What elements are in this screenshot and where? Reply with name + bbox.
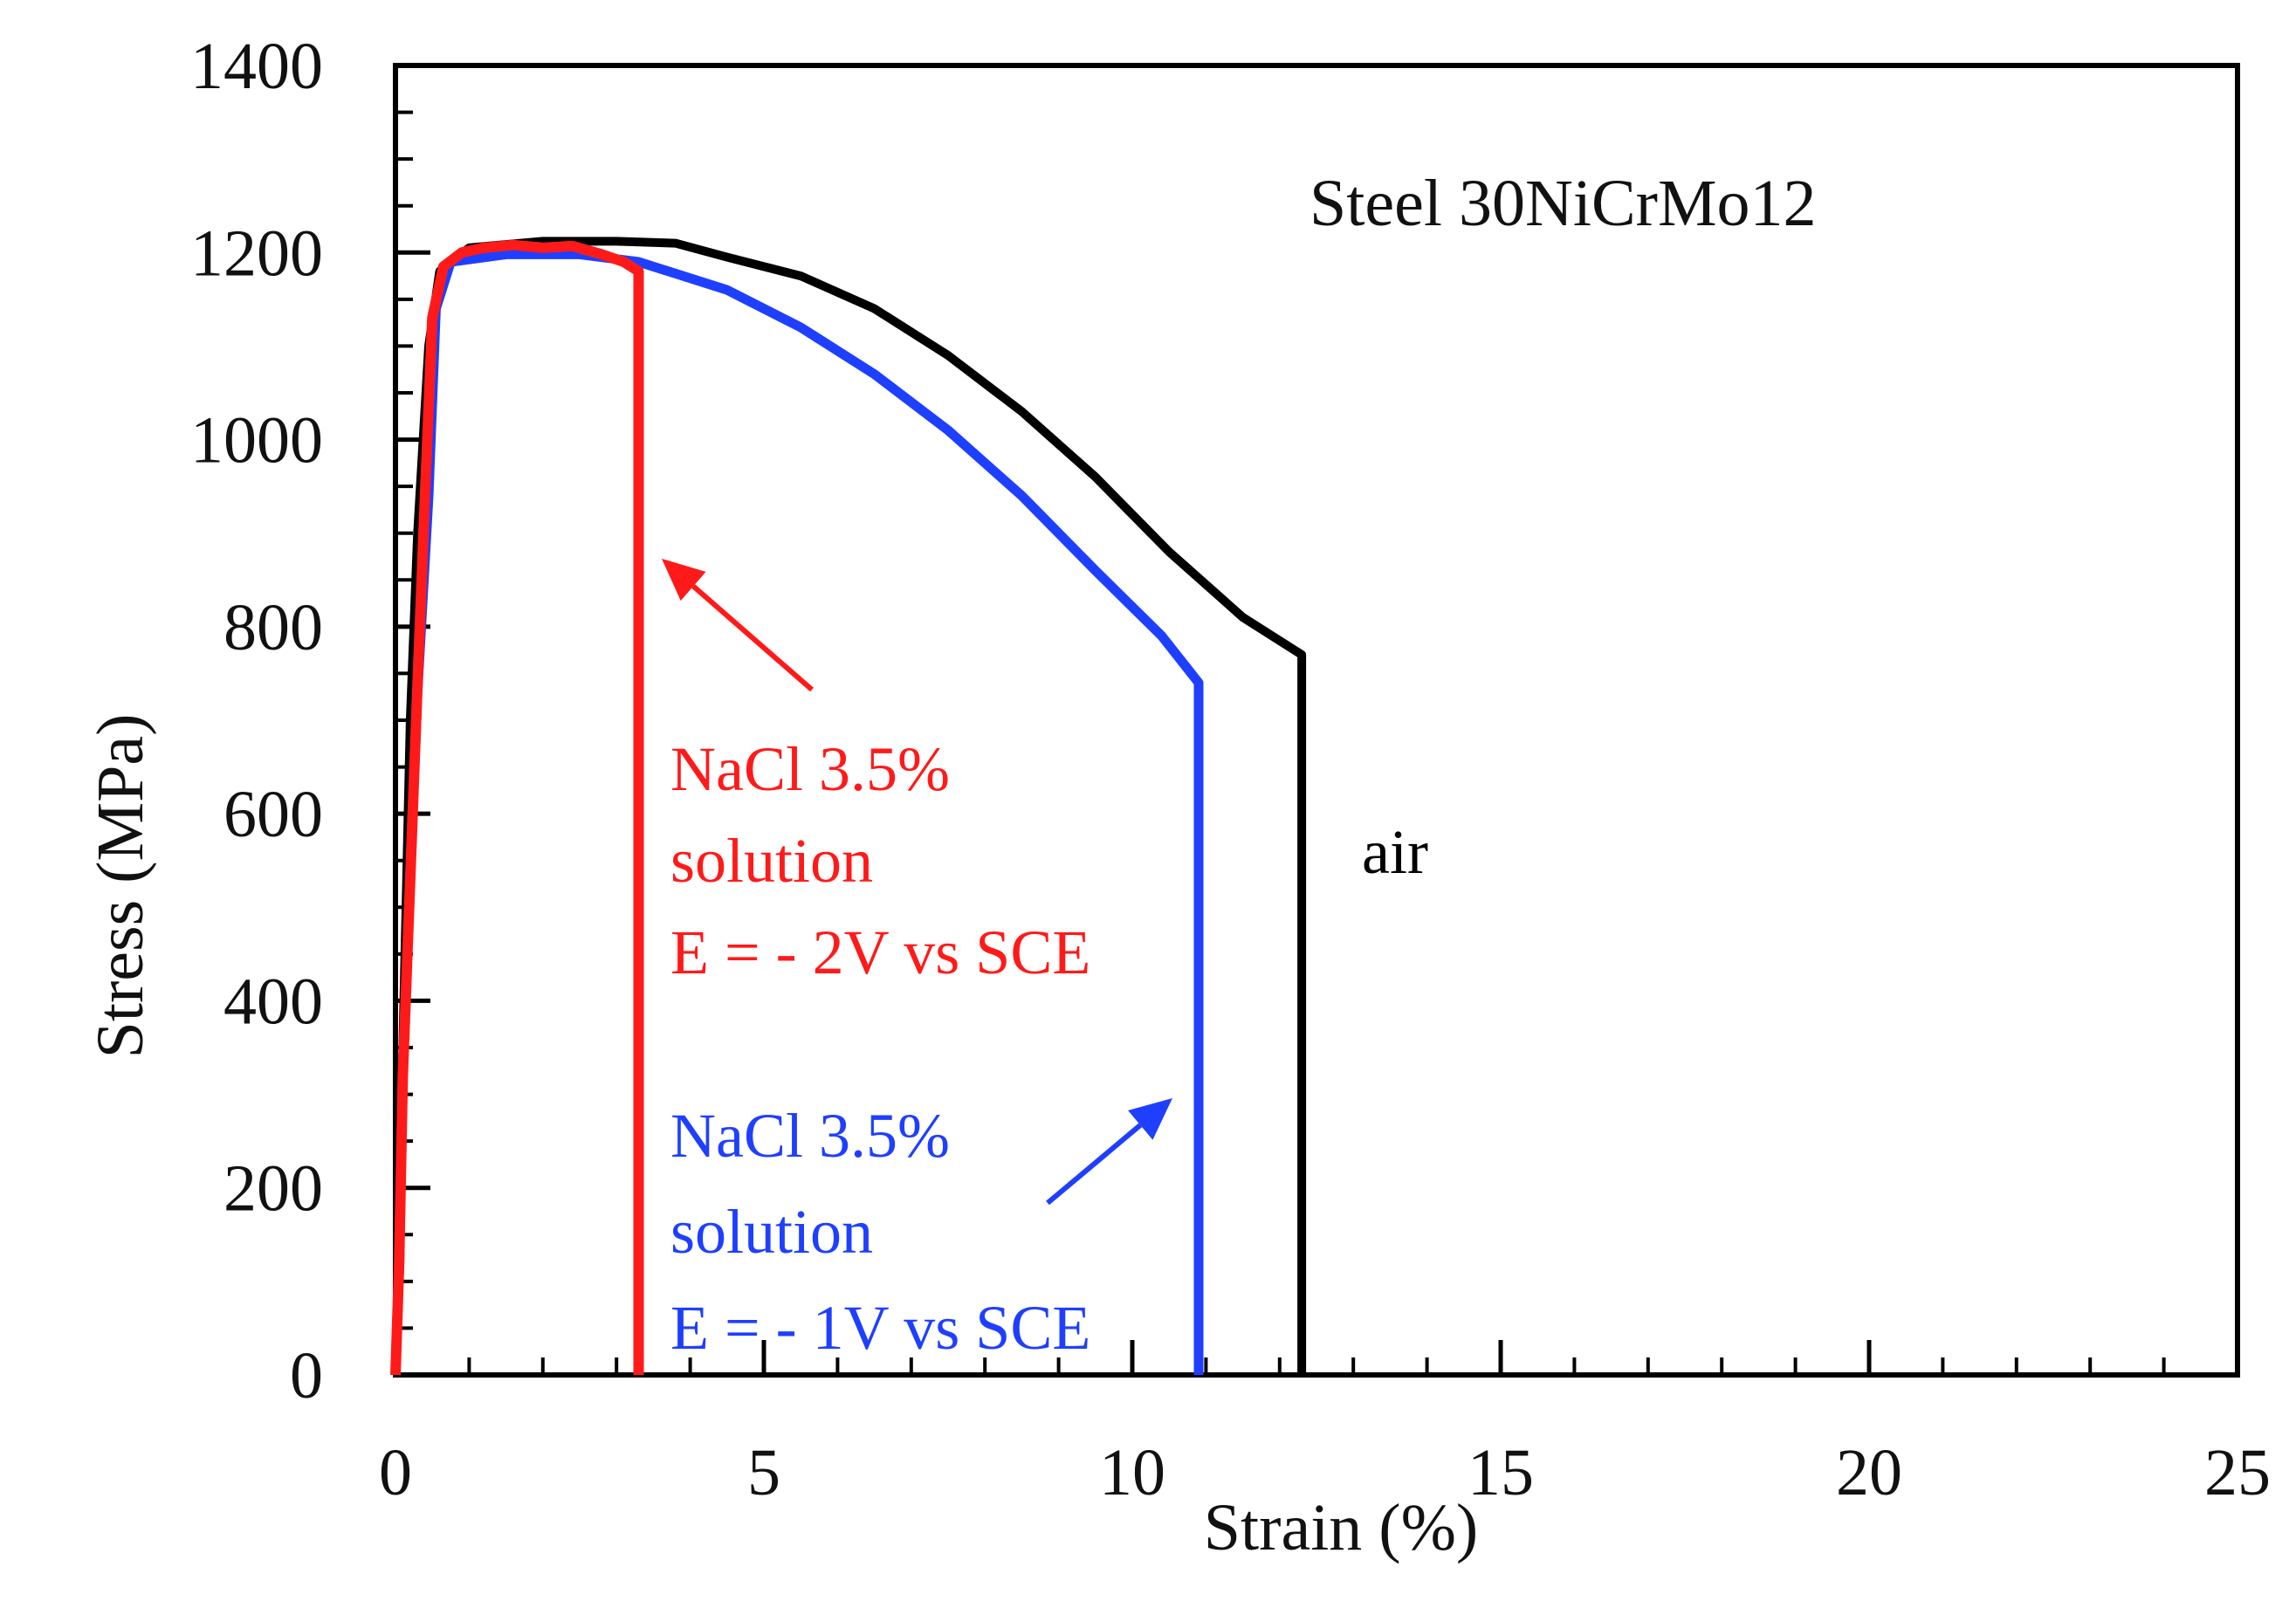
y-tick-label: 800 xyxy=(223,591,323,664)
x-tick-label: 5 xyxy=(747,1436,780,1509)
annotation-arrows xyxy=(662,559,1172,1206)
x-axis-label: Strain (%) xyxy=(1204,1491,1478,1564)
x-tick-label: 0 xyxy=(379,1436,412,1509)
axis-tick-labels: 0 5 10 15 20 25 0 200 400 600 800 1000 1200 1400 xyxy=(190,30,2271,1509)
blue-label-line-2: solution xyxy=(670,1197,873,1267)
y-tick-label: 0 xyxy=(290,1339,323,1412)
air-series-label: air xyxy=(1362,817,1428,887)
y-axis-label: Stress (MPa) xyxy=(84,714,157,1059)
y-tick-label: 400 xyxy=(223,965,323,1038)
y-tick-label: 200 xyxy=(223,1152,323,1226)
red-label-line-1: NaCl 3.5% xyxy=(670,734,950,804)
blue-annotation-arrow xyxy=(1046,1098,1172,1206)
blue-annotation-arrow-shaft xyxy=(1046,1123,1143,1206)
series-line-0 xyxy=(391,237,1307,1376)
plot-frame xyxy=(393,63,2240,1378)
blue-annotation-arrow-head xyxy=(1128,1098,1172,1140)
x-tick-label: 20 xyxy=(1836,1436,1902,1509)
blue-series-annotation: NaCl 3.5% solution E = - 1V vs SCE xyxy=(670,1101,1090,1363)
blue-label-line-1: NaCl 3.5% xyxy=(670,1101,950,1171)
chart-title: Steel 30NiCrMo12 xyxy=(1310,167,1817,240)
red-label-line-2: solution xyxy=(670,826,873,896)
y-tick-label: 600 xyxy=(223,778,323,851)
series-layer xyxy=(390,237,1307,1376)
axis-ticks xyxy=(393,63,2240,1378)
x-tick-label: 25 xyxy=(2204,1436,2271,1509)
red-annotation-arrow xyxy=(662,559,814,692)
red-annotation-arrow-head xyxy=(662,559,706,601)
red-label-line-3: E = - 2V vs SCE xyxy=(670,917,1090,987)
red-annotation-arrow-shaft xyxy=(691,584,814,692)
y-tick-label: 1400 xyxy=(190,30,323,103)
series-line-2 xyxy=(390,239,644,1376)
y-tick-label: 1200 xyxy=(190,216,323,290)
x-tick-label: 15 xyxy=(1468,1436,1534,1509)
red-series-annotation: NaCl 3.5% solution E = - 2V vs SCE xyxy=(670,734,1090,987)
x-tick-label: 10 xyxy=(1099,1436,1165,1509)
blue-label-line-3: E = - 1V vs SCE xyxy=(670,1293,1090,1363)
y-tick-label: 1000 xyxy=(190,404,323,478)
